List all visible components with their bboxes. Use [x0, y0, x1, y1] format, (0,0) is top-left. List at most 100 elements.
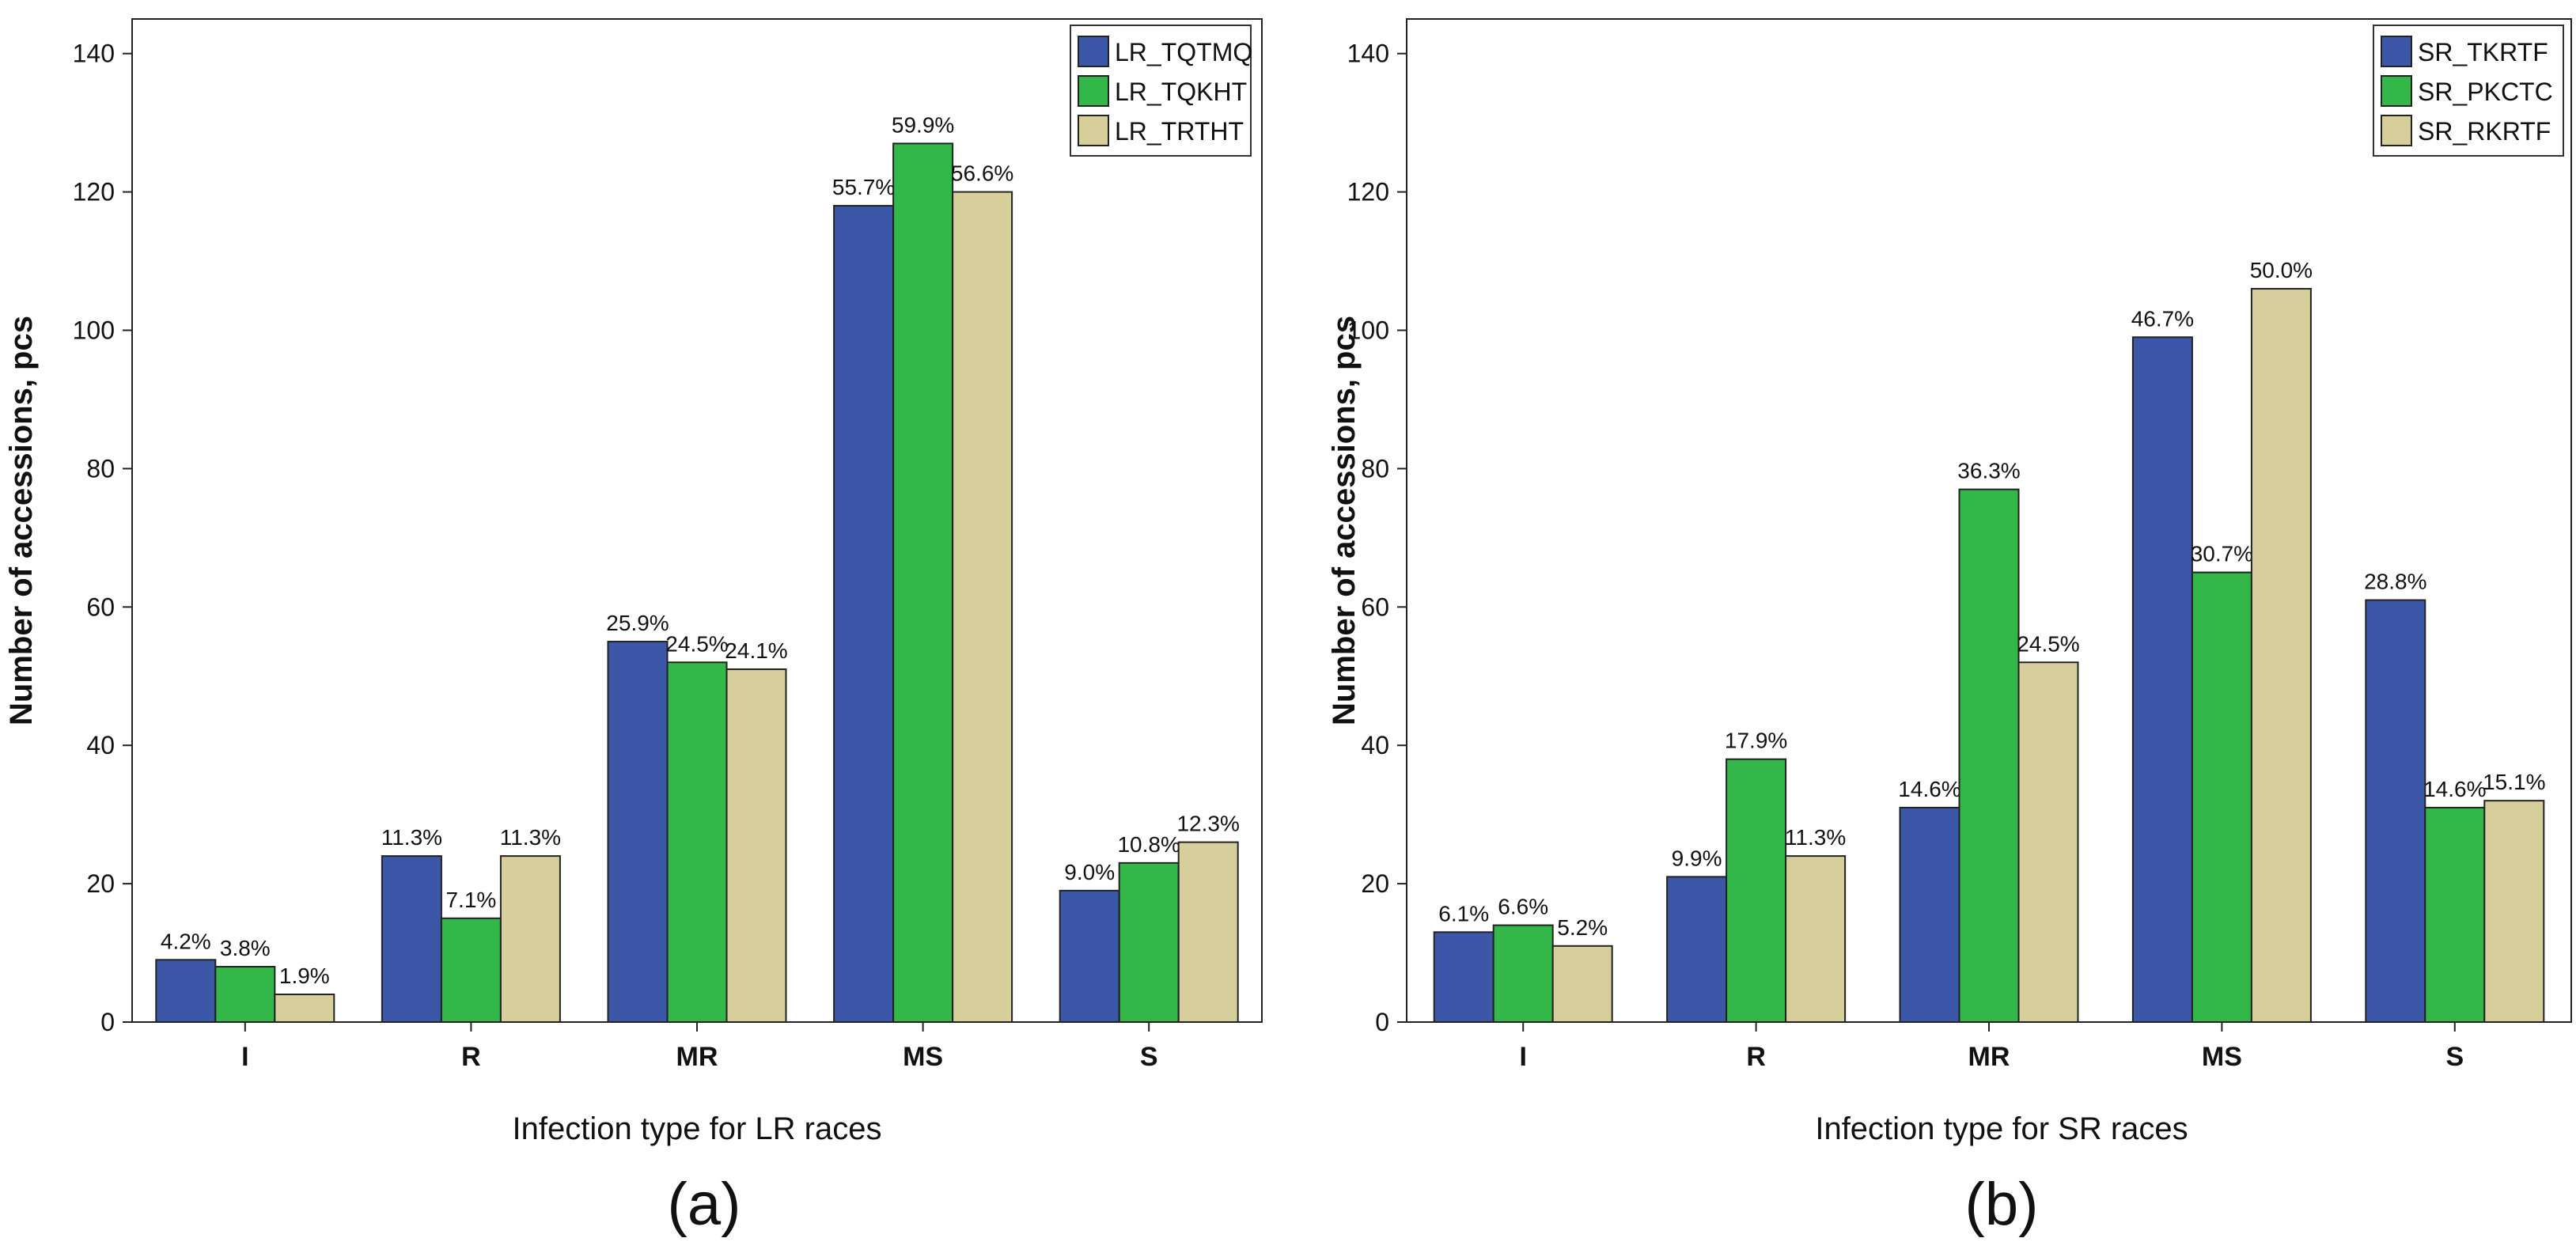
- x-axis-label: Infection type for LR races: [513, 1111, 882, 1146]
- bar-lr-tqtmq-ms: [833, 205, 895, 1023]
- bar-lr-tqtmq-r: [381, 855, 442, 1023]
- bar-sr-rkrtf-s: [2483, 800, 2545, 1023]
- legend-label: LR_TRTHT: [1115, 117, 1244, 146]
- y-tick-label: 0: [1375, 1008, 1389, 1036]
- data-label: 24.5%: [2017, 631, 2079, 656]
- bar-lr-trtht-i: [274, 994, 335, 1023]
- data-label: 6.6%: [1498, 895, 1548, 919]
- y-axis-label: Number of accessions, pcs: [1327, 316, 1362, 725]
- x-tick-label: R: [1746, 1042, 1766, 1072]
- bar-lr-tqkht-mr: [666, 661, 728, 1024]
- bar-sr-tkrtf-mr: [1899, 806, 1960, 1023]
- legend-swatch: [1078, 75, 1109, 107]
- data-label: 6.1%: [1438, 901, 1489, 926]
- bar-sr-pkctc-i: [1492, 924, 1554, 1023]
- data-label: 28.8%: [2364, 570, 2426, 594]
- y-axis-label: Number of accessions, pcs: [4, 316, 39, 725]
- y-tick-label: 40: [1361, 731, 1389, 759]
- bar-lr-tqkht-s: [1118, 861, 1180, 1024]
- x-tick-label: I: [1519, 1042, 1526, 1072]
- bar-sr-rkrtf-i: [1551, 945, 1613, 1023]
- legend-label: SR_RKRTF: [2418, 117, 2551, 146]
- data-label: 30.7%: [2191, 542, 2253, 566]
- y-tick-label: 0: [100, 1008, 115, 1036]
- bar-lr-tqkht-i: [214, 966, 276, 1023]
- data-label: 15.1%: [2483, 770, 2545, 794]
- legend-label: LR_TQTMQ: [1115, 38, 1252, 66]
- legend-swatch: [1078, 36, 1109, 67]
- data-label: 46.7%: [2131, 306, 2194, 331]
- x-tick-label: S: [2445, 1042, 2464, 1072]
- bar-lr-tqtmq-s: [1059, 889, 1120, 1023]
- panel-label: (b): [1965, 1171, 2039, 1238]
- y-tick-label: 80: [86, 454, 115, 483]
- y-tick-label: 60: [86, 593, 115, 621]
- y-tick-label: 140: [73, 40, 115, 68]
- y-tick-label: 120: [1347, 178, 1389, 206]
- y-tick-label: 140: [1347, 40, 1389, 68]
- x-tick-label: MR: [676, 1042, 718, 1072]
- y-tick-label: 60: [1361, 593, 1389, 621]
- legend-swatch: [2381, 115, 2412, 146]
- x-axis-label: Infection type for SR races: [1815, 1111, 2188, 1146]
- data-label: 11.3%: [500, 825, 561, 850]
- x-tick-label: MS: [2202, 1042, 2242, 1072]
- y-tick-label: 100: [1347, 316, 1389, 345]
- y-tick-label: 20: [86, 869, 115, 898]
- bar-lr-trtht-ms: [952, 191, 1013, 1023]
- data-label: 3.8%: [220, 936, 271, 960]
- chart-panel-b: 0 20 40 60 80 100 120 140 Number of accessions, …: [1327, 18, 2572, 1238]
- y-tick-label: 20: [1361, 869, 1389, 898]
- panel-label: (a): [668, 1171, 741, 1238]
- data-label: 5.2%: [1557, 915, 1608, 940]
- data-label: 9.9%: [1672, 846, 1722, 870]
- data-label: 25.9%: [606, 611, 669, 635]
- x-tick-label: MR: [1968, 1042, 2010, 1072]
- data-label: 59.9%: [892, 112, 954, 137]
- data-label: 24.5%: [665, 631, 728, 656]
- data-label: 4.2%: [161, 929, 211, 953]
- data-label: 10.8%: [1117, 832, 1180, 857]
- chart-panel-a: 0 20 40 60 80 100 120 140 Number of accessions, …: [4, 18, 1263, 1238]
- bar-sr-rkrtf-mr: [2017, 661, 2079, 1024]
- bar-sr-tkrtf-s: [2365, 599, 2426, 1023]
- bar-sr-pkctc-mr: [1958, 488, 2020, 1023]
- x-tick-label: S: [1140, 1042, 1158, 1072]
- data-label: 36.3%: [1957, 459, 2020, 483]
- bar-sr-tkrtf-ms: [2131, 336, 2193, 1023]
- y-tick-label: 100: [73, 316, 115, 345]
- bar-lr-trtht-r: [499, 855, 561, 1023]
- data-label: 56.6%: [951, 161, 1013, 186]
- bar-sr-pkctc-s: [2424, 806, 2486, 1023]
- bar-sr-rkrtf-r: [1785, 855, 1847, 1023]
- x-tick-label: R: [461, 1042, 481, 1072]
- data-label: 14.6%: [1898, 777, 1960, 801]
- legend: LR_TQTMQ LR_TQKHT LR_TRTHT: [1070, 25, 1252, 157]
- x-tick-label: MS: [903, 1042, 943, 1072]
- data-label: 11.3%: [381, 825, 442, 850]
- legend: SR_TKRTF SR_PKCTC SR_RKRTF: [2373, 25, 2564, 157]
- data-label: 17.9%: [1725, 729, 1787, 753]
- data-label: 11.3%: [1785, 825, 1846, 850]
- data-label: 7.1%: [445, 888, 496, 912]
- legend-label: LR_TQKHT: [1115, 78, 1247, 106]
- data-label: 9.0%: [1064, 860, 1115, 884]
- data-label: 14.6%: [2423, 777, 2486, 801]
- bar-sr-tkrtf-i: [1433, 931, 1494, 1024]
- y-tick-label: 40: [86, 731, 115, 759]
- bar-lr-tqkht-ms: [892, 142, 954, 1024]
- bar-sr-pkctc-ms: [2191, 571, 2252, 1023]
- y-tick-label: 80: [1361, 454, 1389, 483]
- legend-swatch: [2381, 75, 2412, 107]
- legend-swatch: [2381, 36, 2412, 67]
- bar-lr-tqtmq-mr: [607, 641, 669, 1023]
- bar-lr-tqkht-r: [440, 917, 502, 1024]
- data-label: 1.9%: [279, 964, 330, 988]
- bar-sr-rkrtf-ms: [2250, 288, 2312, 1023]
- x-tick-label: I: [241, 1042, 248, 1072]
- bar-lr-trtht-mr: [725, 668, 787, 1023]
- legend-label: SR_PKCTC: [2418, 78, 2553, 106]
- data-label: 55.7%: [832, 175, 895, 199]
- data-label: 50.0%: [2250, 258, 2313, 282]
